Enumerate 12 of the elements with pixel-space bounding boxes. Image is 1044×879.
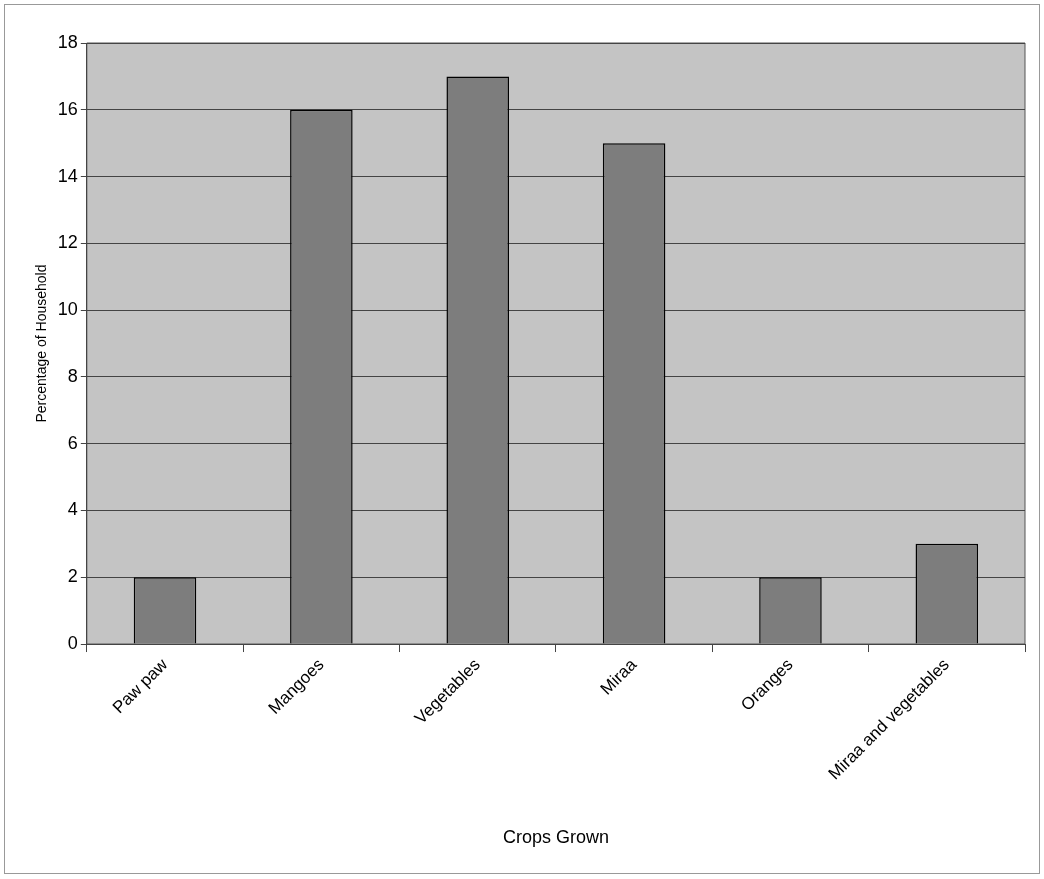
y-tick-label: 18 <box>57 31 78 52</box>
y-tick-label: 12 <box>57 232 78 253</box>
y-tick-label: 8 <box>67 365 78 386</box>
y-tick-label: 10 <box>57 299 78 320</box>
y-tick-label: 14 <box>57 165 78 186</box>
y-tick-label: 16 <box>57 98 78 119</box>
y-tick-label: 4 <box>67 499 78 520</box>
y-tick-label: 2 <box>67 566 78 587</box>
y-tick-label: 0 <box>67 633 78 654</box>
y-tick-label: 6 <box>67 432 78 453</box>
y-axis-title: Percentage of Household <box>33 264 50 423</box>
x-axis-title: Crops Grown <box>502 827 609 848</box>
